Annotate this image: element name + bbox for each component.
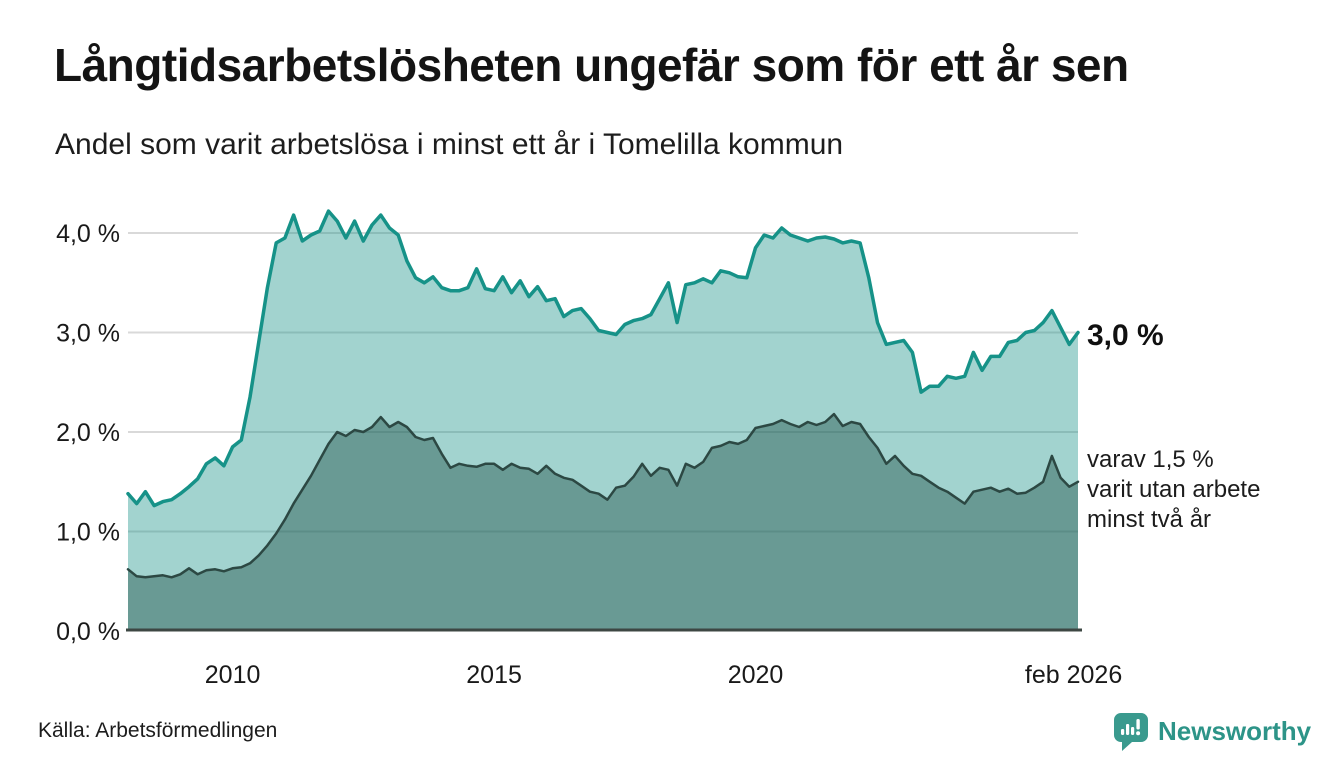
chart-title: Långtidsarbetslösheten ungefär som för e…: [54, 39, 1129, 91]
y-tick-label-4: 4,0 %: [56, 220, 120, 248]
y-tick-label-3: 3,0 %: [56, 320, 120, 348]
line-series-1: [126, 209, 1080, 508]
area-series-1: [128, 211, 1078, 631]
exclamation-dot: [1136, 731, 1141, 736]
y-tick-label-2: 2,0 %: [56, 419, 120, 447]
x-tick-label-2020: 2020: [728, 661, 784, 689]
bar-tall: [1126, 724, 1130, 735]
y-tick-label-1: 1,0 %: [56, 519, 120, 547]
secondary-series-label-line3: minst två år: [1087, 506, 1212, 533]
x-tick-label-feb-2026: feb 2026: [1025, 661, 1122, 689]
x-tick-label-2010: 2010: [205, 661, 261, 689]
newsworthy-icon: [1114, 713, 1148, 751]
source-note: Källa: Arbetsförmedlingen: [38, 719, 278, 742]
area-series-2: [128, 414, 1078, 631]
secondary-series-label-line1: varav 1,5 %: [1087, 446, 1214, 473]
line-series-2: [126, 412, 1080, 579]
newsworthy-logo: Newsworthy: [1112, 711, 1311, 752]
newsworthy-wordmark: Newsworthy: [1158, 716, 1312, 746]
x-tick-label-2015: 2015: [466, 661, 522, 689]
chart-subtitle: Andel som varit arbetslösa i minst ett å…: [55, 128, 844, 161]
secondary-series-label-line2: varit utan arbete: [1087, 476, 1261, 503]
bar-medium: [1131, 727, 1135, 735]
y-tick-label-0: 0,0 %: [56, 618, 120, 646]
end-value-label: 3,0 %: [1087, 319, 1164, 352]
bar-short: [1121, 729, 1125, 735]
secondary-series-label: varav 1,5 % varit utan arbete minst två …: [1087, 445, 1260, 535]
exclamation-stem: [1136, 719, 1140, 730]
